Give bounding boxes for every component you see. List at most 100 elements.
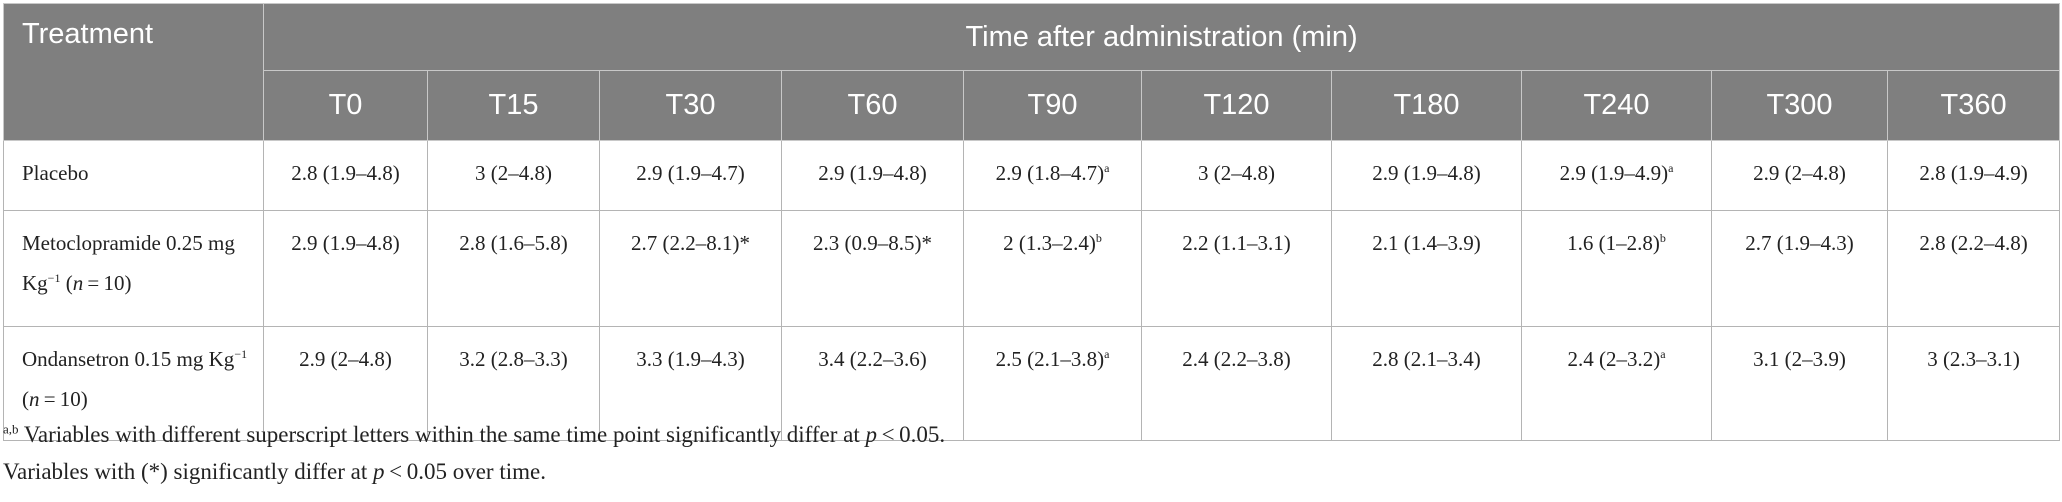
- median-range-value: 2.9 (2–4.8): [1753, 161, 1846, 185]
- treatment-text: Metoclopramide 0.25 mg Kg: [22, 231, 235, 295]
- median-range-value: 3 (2–4.8): [475, 161, 552, 185]
- treatment-name-cell: Metoclopramide 0.25 mg Kg−1 (n = 10): [3, 210, 264, 327]
- unit-exponent: −1: [234, 347, 248, 361]
- median-range-value: 2.9 (1.9–4.8): [1372, 161, 1481, 185]
- value-cell: 3 (2.3–3.1): [1886, 326, 2061, 441]
- median-range-value: 2.8 (1.6–5.8): [459, 231, 568, 255]
- median-range-value: 3.1 (2–3.9): [1753, 347, 1846, 371]
- value-cell: 2.8 (2.2–4.8): [1886, 210, 2061, 327]
- value-cell: 2.8 (1.9–4.9): [1886, 140, 2061, 211]
- treatment-text: = 10): [83, 271, 132, 295]
- table-row: Metoclopramide 0.25 mg Kg−1 (n = 10) 2.9 …: [3, 210, 2061, 327]
- value-cell: 3 (2–4.8): [1141, 140, 1332, 211]
- median-range-value: 2.8 (1.9–4.9): [1919, 161, 2028, 185]
- sample-size-symbol: n: [72, 271, 84, 295]
- median-range-value: 2.7 (1.9–4.3): [1745, 231, 1854, 255]
- median-range-value: 3 (2.3–3.1): [1927, 347, 2020, 371]
- table-container: Treatment Time after administration (min…: [3, 3, 2061, 441]
- median-range-value: 2.3 (0.9–8.5)*: [813, 231, 932, 255]
- treatment-text: = 10): [39, 387, 88, 411]
- table-row: Ondansetron 0.15 mg Kg−1 (n = 10) 2.9 (2–…: [3, 326, 2061, 441]
- footnote-p-symbol: p: [865, 422, 878, 447]
- time-point-header: T30: [599, 70, 782, 141]
- time-point-header-row: T0 T15 T30 T60 T90 T120 T180 T240 T300 T360: [4, 70, 2061, 141]
- footnote-text: < 0.05 over time.: [384, 459, 546, 484]
- treatment-text: (: [60, 271, 73, 295]
- median-range-value: 2.8 (2.2–4.8): [1919, 231, 2028, 255]
- treatment-column-header: Treatment: [3, 3, 264, 141]
- median-range-value: 3.3 (1.9–4.3): [636, 347, 745, 371]
- value-cell: 2.2 (1.1–3.1): [1141, 210, 1332, 327]
- value-cell: 2.3 (0.9–8.5)*: [781, 210, 964, 327]
- time-point-header: T15: [427, 70, 600, 141]
- median-range-value: 2.9 (1.9–4.8): [291, 231, 400, 255]
- value-cell: 2.1 (1.4–3.9): [1331, 210, 1522, 327]
- median-range-value: 2.4 (2–3.2): [1567, 347, 1661, 371]
- treatment-name-cell: Ondansetron 0.15 mg Kg−1 (n = 10): [3, 326, 264, 441]
- treatment-name-cell: Placebo: [3, 140, 264, 211]
- median-range-value: 1.6 (1–2.8): [1567, 231, 1660, 255]
- median-range-value: 2.1 (1.4–3.9): [1372, 231, 1481, 255]
- significance-letter: a: [1104, 161, 1110, 175]
- sample-size-symbol: n: [29, 387, 40, 411]
- treatment-text: (: [22, 387, 29, 411]
- unit-exponent: −1: [47, 271, 61, 285]
- value-cell: 3.4 (2.2–3.6): [781, 326, 964, 441]
- median-range-value: 3.4 (2.2–3.6): [818, 347, 927, 371]
- table-body: Placebo 2.8 (1.9–4.8) 3 (2–4.8) 2.9 (1.9–4.…: [3, 140, 2061, 441]
- value-cell: 3.3 (1.9–4.3): [599, 326, 782, 441]
- footnote-text: Variables with (*) significantly differ …: [3, 459, 374, 484]
- median-range-value: 2.9 (1.9–4.8): [818, 161, 927, 185]
- footnote-asterisk: Variables with (*) significantly differ …: [3, 459, 546, 485]
- value-cell: 2.9 (1.9–4.7): [599, 140, 782, 211]
- value-cell: 3.1 (2–3.9): [1711, 326, 1888, 441]
- results-table: Treatment Time after administration (min…: [3, 3, 2061, 441]
- time-point-header: T90: [963, 70, 1142, 141]
- median-range-value: 2.9 (1.8–4.7): [995, 161, 1105, 185]
- value-cell: 2.5 (2.1–3.8)a: [963, 326, 1142, 441]
- value-cell: 2.7 (1.9–4.3): [1711, 210, 1888, 327]
- time-point-header: T360: [1886, 70, 2061, 141]
- significance-letter: a: [1104, 347, 1110, 361]
- median-range-value: 2.4 (2.2–3.8): [1182, 347, 1291, 371]
- median-range-value: 3.2 (2.8–3.3): [459, 347, 568, 371]
- footnote-superscript-letters: a,b Variables with different superscript…: [3, 422, 945, 448]
- median-range-value: 2.7 (2.2–8.1)*: [631, 231, 750, 255]
- median-range-value: 2.9 (2–4.8): [299, 347, 392, 371]
- median-range-value: 2 (1.3–2.4): [1003, 231, 1096, 255]
- value-cell: 3.2 (2.8–3.3): [427, 326, 600, 441]
- median-range-value: 2.2 (1.1–3.1): [1182, 231, 1291, 255]
- value-cell: 2.7 (2.2–8.1)*: [599, 210, 782, 327]
- value-cell: 2.9 (2–4.8): [263, 326, 428, 441]
- table-row: Placebo 2.8 (1.9–4.8) 3 (2–4.8) 2.9 (1.9–4.…: [3, 140, 2061, 211]
- footnote-p-symbol: p: [373, 459, 385, 484]
- median-range-value: 2.8 (1.9–4.8): [291, 161, 400, 185]
- time-point-header: T300: [1711, 70, 1888, 141]
- significance-letter: a: [1668, 161, 1674, 175]
- footnote-marker: a,b: [3, 421, 19, 437]
- treatment-text: Ondansetron 0.15 mg Kg: [22, 347, 235, 371]
- median-range-value: 2.9 (1.9–4.9): [1559, 161, 1669, 185]
- median-range-value: 2.9 (1.9–4.7): [636, 161, 745, 185]
- footnote-text: < 0.05.: [877, 422, 946, 447]
- time-point-header: T0: [263, 70, 428, 141]
- median-range-value: 2.8 (2.1–3.4): [1372, 347, 1481, 371]
- value-cell: 2.8 (1.6–5.8): [427, 210, 600, 327]
- value-cell: 3 (2–4.8): [427, 140, 600, 211]
- value-cell: 2.8 (2.1–3.4): [1331, 326, 1522, 441]
- time-point-header: T240: [1521, 70, 1712, 141]
- median-range-value: 2.5 (2.1–3.8): [995, 347, 1105, 371]
- time-point-header: T60: [781, 70, 964, 141]
- significance-letter: b: [1659, 231, 1666, 245]
- value-cell: 2.9 (2–4.8): [1711, 140, 1888, 211]
- value-cell: 2.4 (2–3.2)a: [1521, 326, 1712, 441]
- value-cell: 2 (1.3–2.4)b: [963, 210, 1142, 327]
- value-cell: 2.9 (1.9–4.8): [263, 210, 428, 327]
- value-cell: 1.6 (1–2.8)b: [1521, 210, 1712, 327]
- median-range-value: 3 (2–4.8): [1198, 161, 1275, 185]
- value-cell: 2.9 (1.9–4.8): [1331, 140, 1522, 211]
- treatment-text: Placebo: [22, 161, 89, 185]
- time-point-header: T180: [1331, 70, 1522, 141]
- time-group-header: Time after administration (min): [262, 3, 2061, 71]
- value-cell: 2.8 (1.9–4.8): [263, 140, 428, 211]
